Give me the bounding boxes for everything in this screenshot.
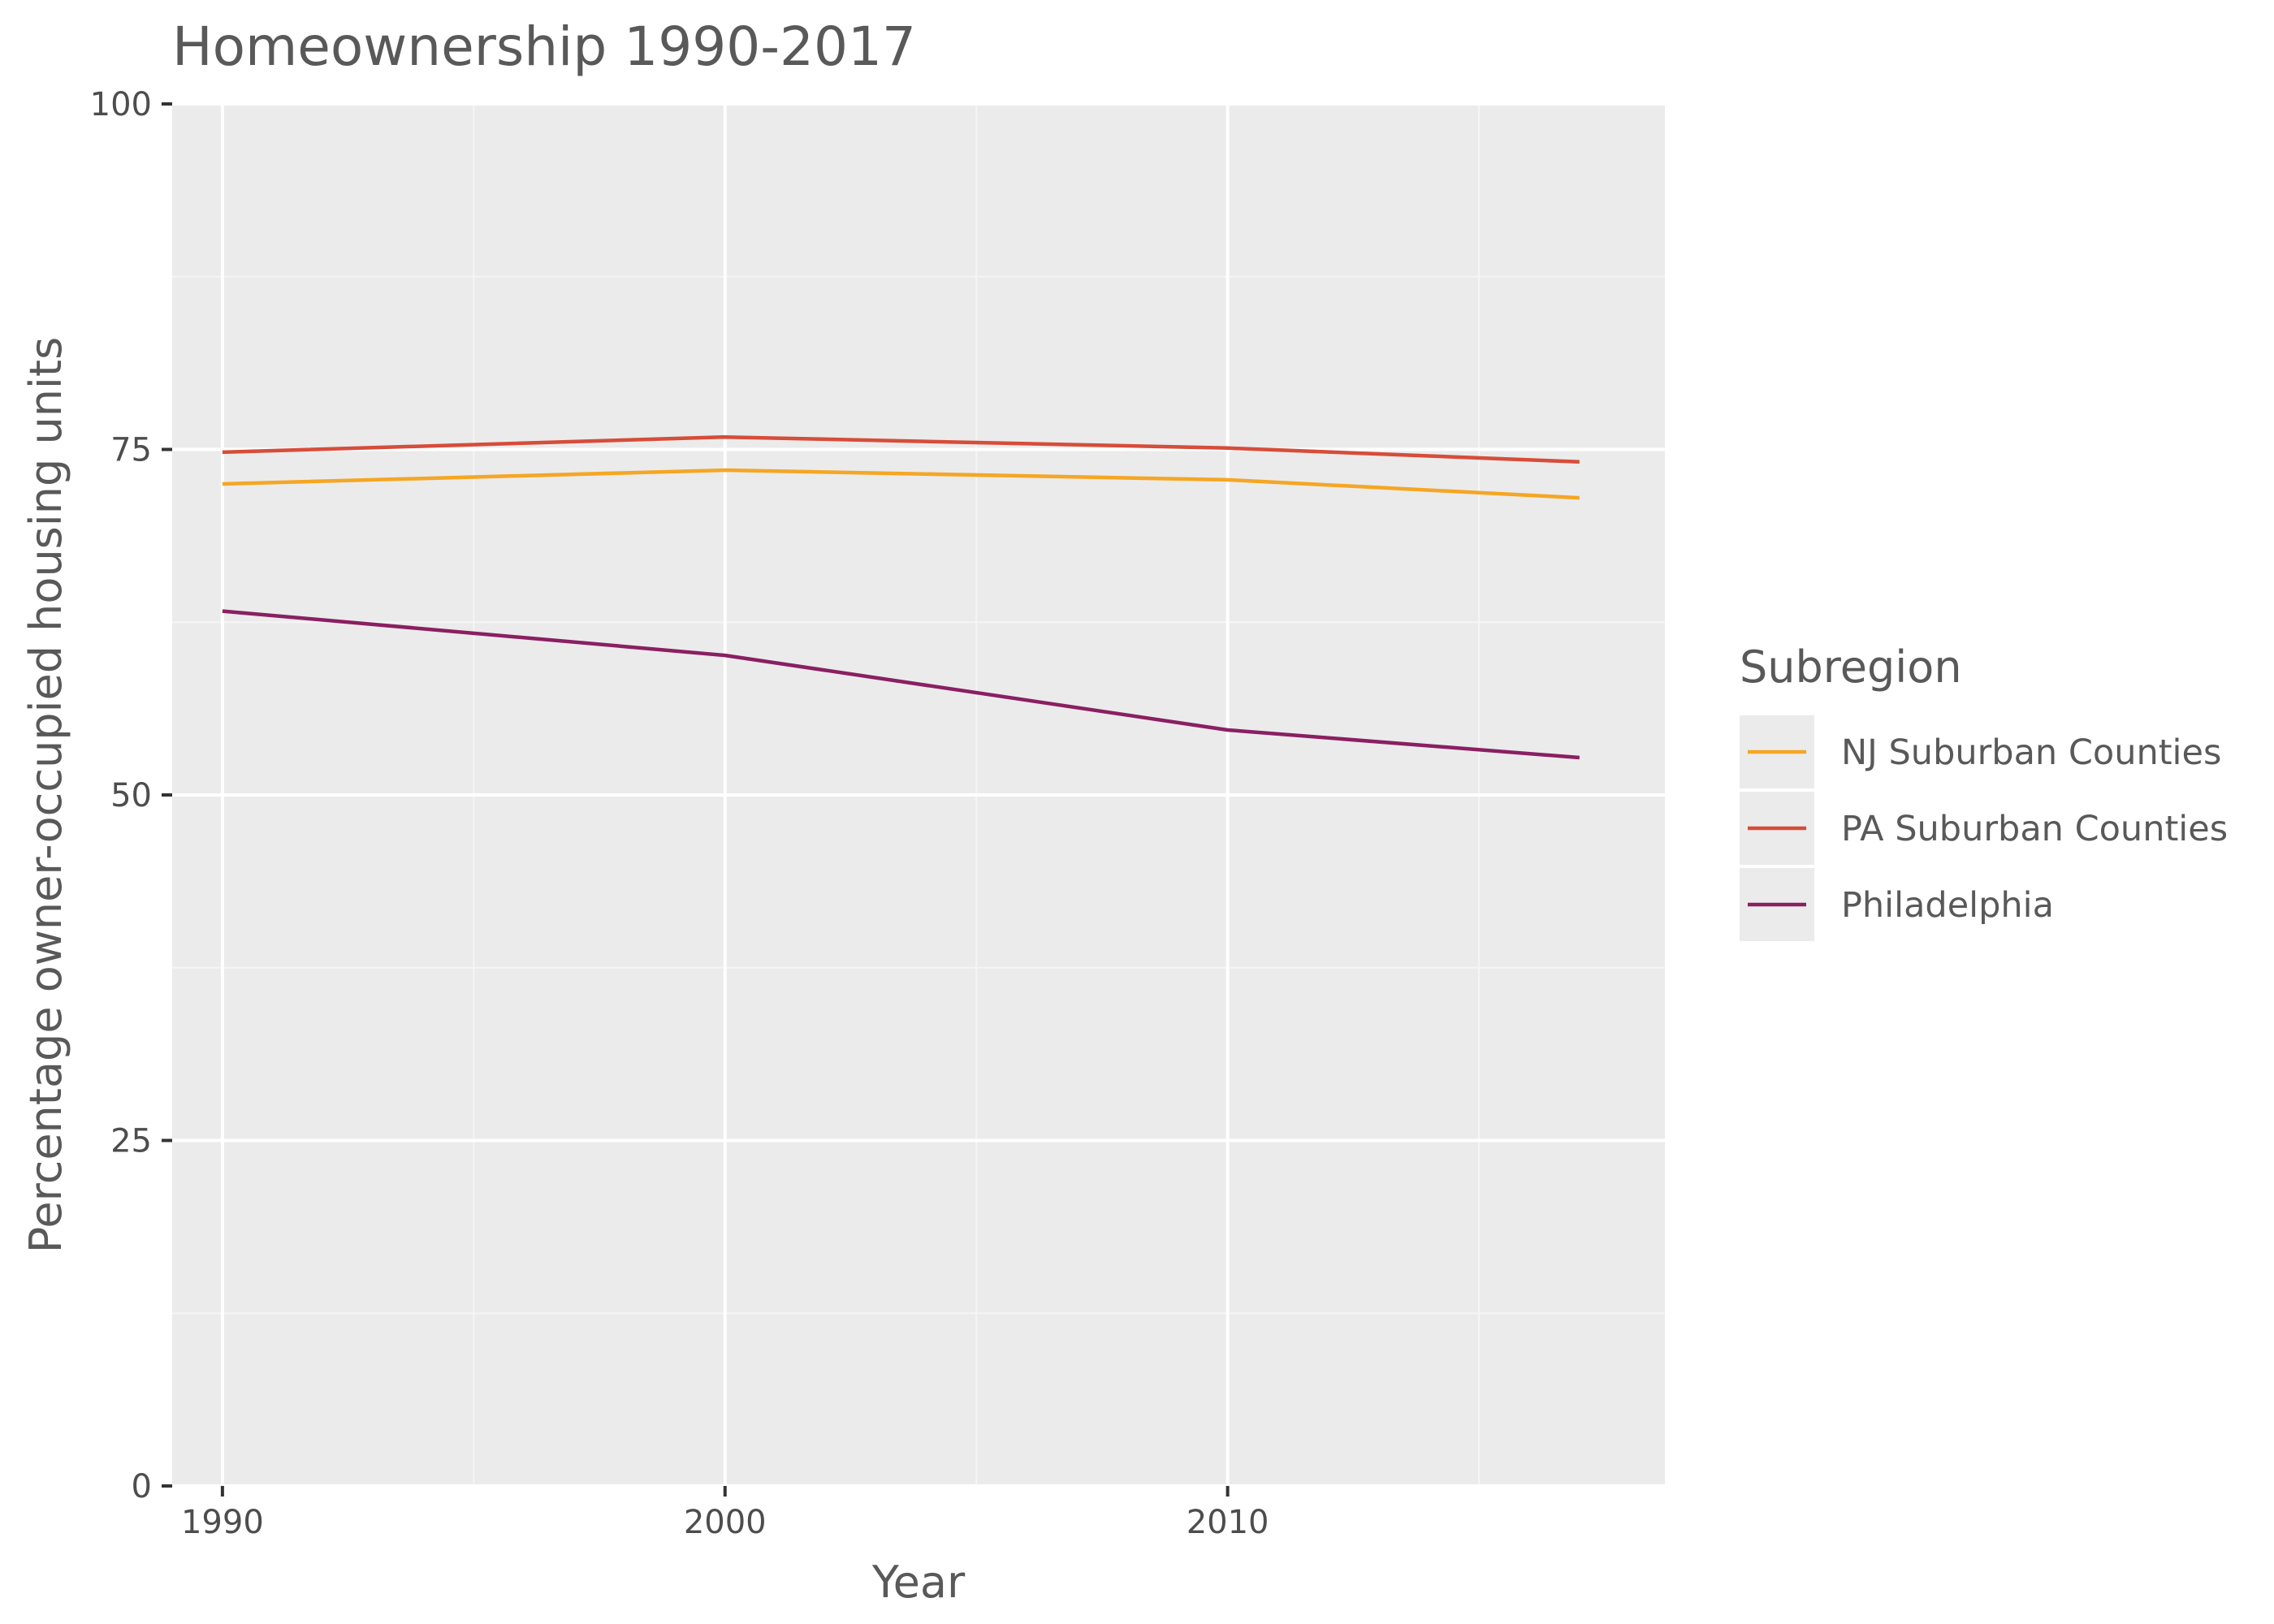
chart-title: Homeownership 1990-2017 — [172, 15, 916, 78]
series-line-2 — [222, 609, 1580, 760]
x-axis-title: Year — [871, 1557, 966, 1608]
y-tick-labels: 0 25 50 75 100 — [90, 86, 152, 1505]
x-tick-label-1: 2000 — [684, 1504, 767, 1541]
legend: Subregion NJ Suburban Counties PA Suburba… — [1740, 641, 2228, 941]
y-tick-label-4: 100 — [90, 86, 152, 123]
y-tick-label-3: 75 — [110, 432, 152, 469]
legend-label-0: NJ Suburban Counties — [1841, 732, 2221, 773]
legend-label-1: PA Suburban Counties — [1841, 809, 2228, 849]
series-line-1 — [222, 434, 1580, 464]
legend-label-2: Philadelphia — [1841, 885, 2054, 926]
x-tick-label-0: 1990 — [181, 1504, 264, 1541]
x-tick-label-2: 2010 — [1187, 1504, 1269, 1541]
x-tick-labels: 1990 2000 2010 — [181, 1504, 1269, 1541]
y-tick-label-1: 25 — [110, 1123, 152, 1160]
major-gridlines — [172, 102, 1665, 1488]
axis-ticks — [162, 102, 1230, 1497]
y-axis-title: Percentage owner-occupied housing units — [20, 337, 71, 1253]
series-lines — [222, 434, 1580, 760]
y-tick-label-0: 0 — [132, 1468, 152, 1505]
legend-title: Subregion — [1740, 641, 1962, 693]
y-tick-label-2: 50 — [110, 777, 152, 814]
series-line-0 — [222, 468, 1580, 500]
